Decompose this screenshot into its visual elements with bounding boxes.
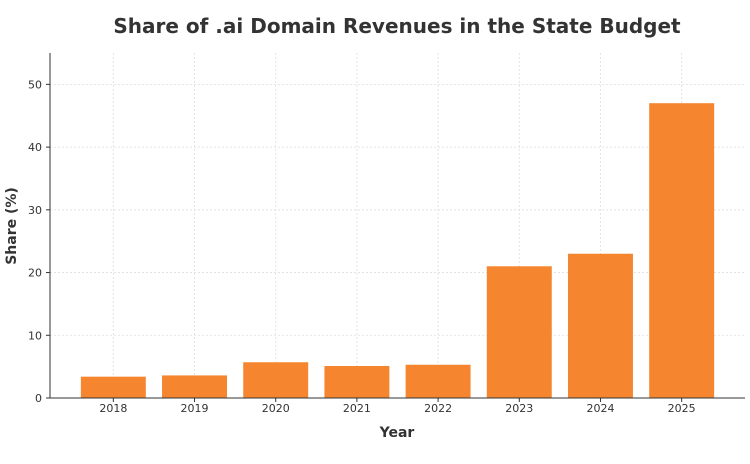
bar-2025 (649, 103, 715, 398)
bar-2019 (162, 375, 227, 398)
y-axis-label: Share (%) (4, 187, 20, 265)
x-tick-label: 2021 (343, 402, 371, 415)
chart-title: Share of .ai Domain Revenues in the Stat… (113, 14, 681, 38)
x-tick-label: 2022 (424, 402, 452, 415)
bar-2023 (486, 266, 552, 398)
bar-2020 (243, 362, 309, 398)
y-tick-label: 50 (28, 78, 42, 91)
bar-2021 (324, 366, 390, 398)
bar-2024 (568, 253, 633, 398)
y-tick-label: 20 (28, 267, 42, 280)
y-tick-label: 30 (28, 204, 42, 217)
bar-2022 (405, 364, 471, 398)
y-tick-label: 0 (35, 392, 42, 405)
y-tick-label: 10 (28, 329, 42, 342)
bar-2018 (80, 376, 146, 398)
x-tick-label: 2025 (668, 402, 696, 415)
x-tick-label: 2019 (181, 402, 209, 415)
x-tick-label: 2018 (99, 402, 127, 415)
x-tick-label: 2020 (262, 402, 290, 415)
x-tick-label: 2024 (586, 402, 614, 415)
y-tick-label: 40 (28, 141, 42, 154)
x-axis-label: Year (379, 425, 415, 441)
x-tick-label: 2023 (505, 402, 533, 415)
